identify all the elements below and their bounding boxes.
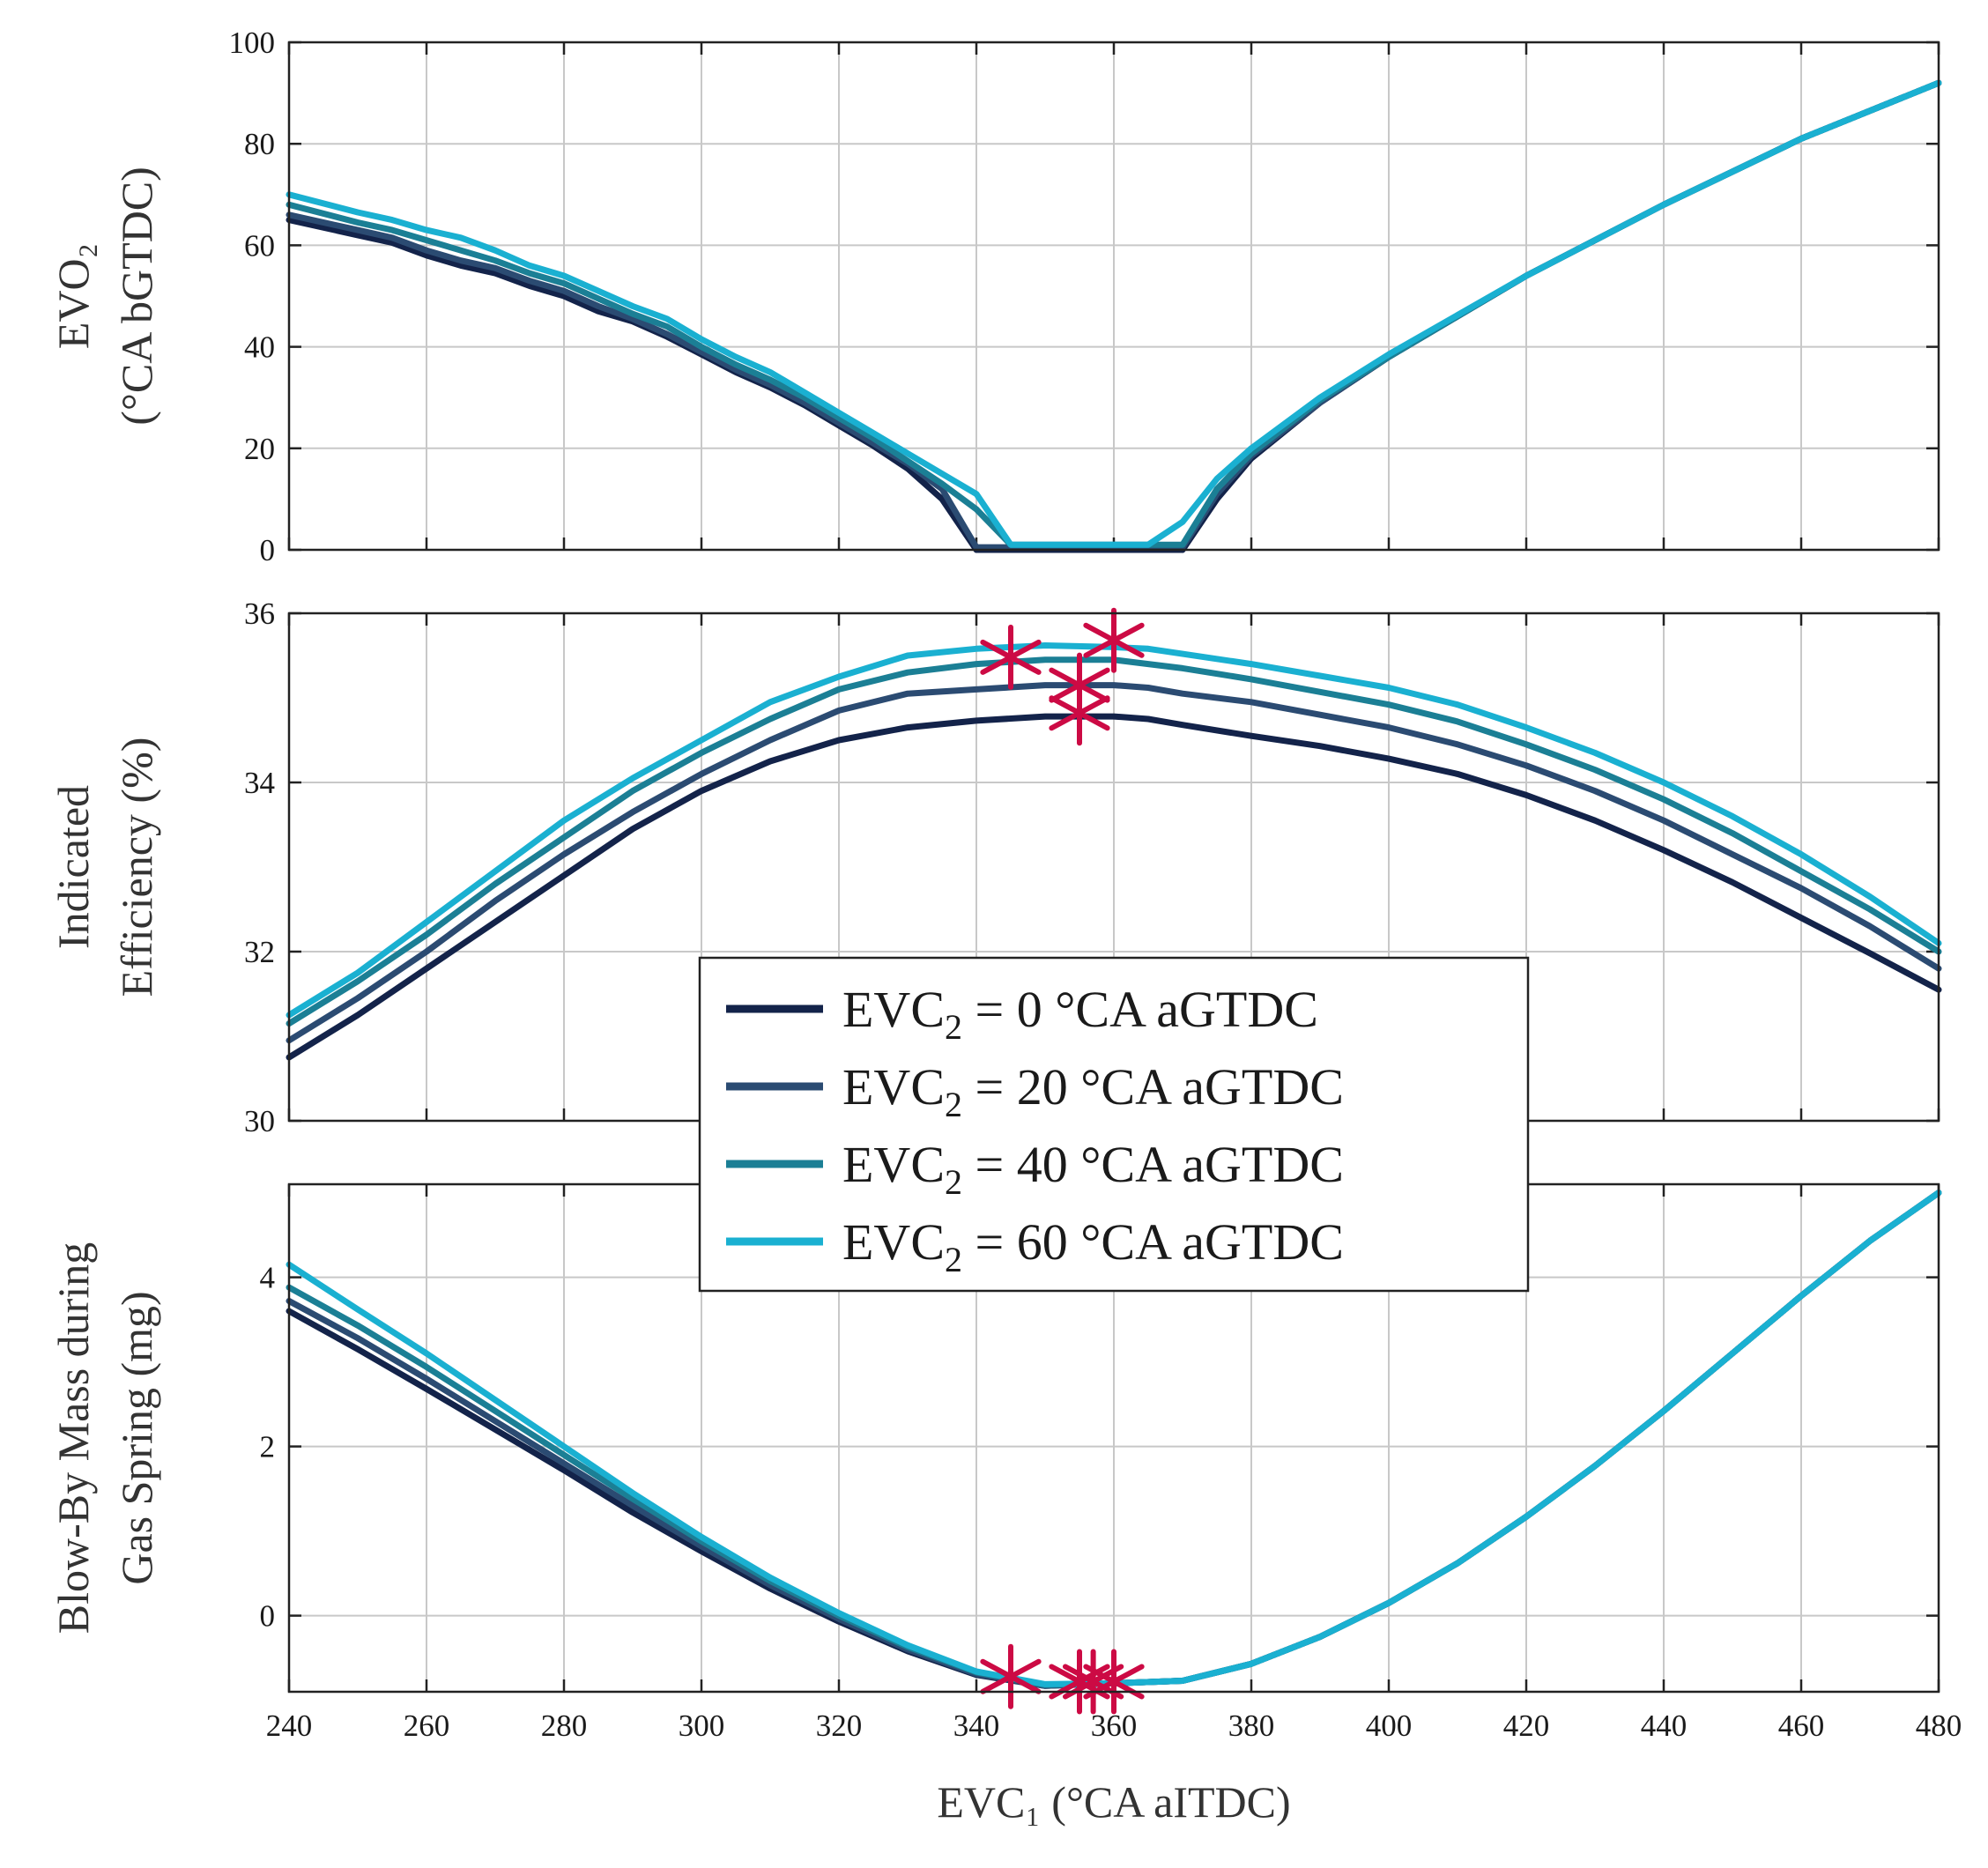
series-line-1 [286, 682, 1942, 1044]
legend-entry-label: EVC2 = 60 °CA aGTDC [842, 1213, 1344, 1279]
y-tick-label: 4 [260, 1261, 276, 1295]
legend-entry-label: EVC2 = 20 °CA aGTDC [842, 1058, 1344, 1124]
legend: EVC2 = 0 °CA aGTDC EVC2 = 20 °CA aGTDC EVC… [698, 956, 1530, 1293]
y-axis-label: EVO₂ (°CA bGTDC) [48, 167, 161, 426]
x-axis-label: EVC₁ (°CA aITDC) [937, 1777, 1290, 1827]
y-tick-label: 2 [260, 1430, 276, 1464]
panel-top: 0 20 40 60 80 100 EVO₂ (°CA bGTDC) [48, 26, 1942, 567]
series-line-3 [286, 79, 1942, 548]
x-tick-label: 400 [1366, 1709, 1413, 1743]
y-tick-label: 0 [260, 533, 276, 567]
x-tick-label: 320 [816, 1709, 863, 1743]
plot-frame [287, 41, 1940, 552]
panel-middle: 30 32 34 36 Indicated Efficiency (%) [48, 597, 1942, 1138]
y-axis-label: Indicated Efficiency (%) [48, 738, 161, 997]
x-tick-label: 340 [953, 1709, 1000, 1743]
y-tick-label: 80 [244, 127, 275, 161]
legend-entry-label: EVC2 = 40 °CA aGTDC [842, 1136, 1344, 1202]
legend-box [698, 956, 1530, 1293]
y-tick-label: 20 [244, 432, 275, 466]
y-tick-label: 36 [244, 597, 275, 631]
x-tick-label: 380 [1228, 1709, 1275, 1743]
panel-bottom: 0 2 4 240 260 280 300 320 340 360 380 400 420 440 460 4… [48, 1182, 1962, 1827]
x-tick-label: 460 [1778, 1709, 1825, 1743]
y-tick-label: 100 [229, 26, 276, 60]
optimum-marker [1083, 607, 1145, 673]
y-tick-label: 40 [244, 330, 275, 365]
y-tick-label: 34 [244, 766, 275, 800]
series-line-2 [286, 656, 1942, 1027]
x-tick-label: 260 [404, 1709, 450, 1743]
optimum-marker [980, 1643, 1042, 1709]
y-tick-label: 30 [244, 1104, 275, 1138]
y-tick-label: 32 [244, 935, 275, 969]
series-line-0 [286, 713, 1942, 1061]
optimum-marker [980, 624, 1042, 690]
x-tick-label: 360 [1091, 1709, 1138, 1743]
optimum-marker [1049, 652, 1110, 718]
x-tick-label: 300 [679, 1709, 725, 1743]
x-tick-label: 420 [1503, 1709, 1550, 1743]
x-tick-label: 240 [266, 1709, 313, 1743]
y-tick-label: 0 [260, 1599, 276, 1634]
x-tick-label: 440 [1641, 1709, 1688, 1743]
y-tick-label: 60 [244, 228, 275, 263]
x-tick-label: 280 [541, 1709, 588, 1743]
y-axis-label: Blow-By Mass during Gas Spring (mg) [48, 1242, 161, 1634]
legend-entry-label: EVC2 = 0 °CA aGTDC [842, 981, 1318, 1047]
x-tick-label: 480 [1916, 1709, 1962, 1743]
